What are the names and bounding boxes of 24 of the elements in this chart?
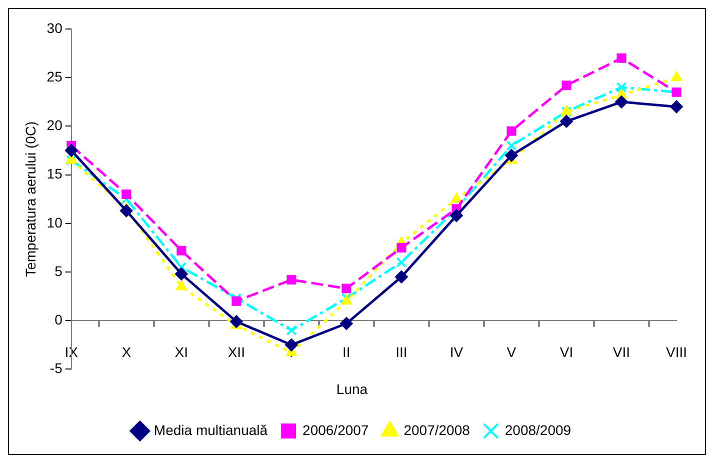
legend-label: 2008/2009 <box>504 422 572 438</box>
x-tick-label: IV <box>450 344 464 360</box>
y-tick-label: 25 <box>46 68 63 84</box>
x-tick-label: VI <box>560 344 574 360</box>
y-tick-label: 5 <box>54 262 63 279</box>
x-tick-label: VII <box>612 344 630 360</box>
x-tick-label: III <box>396 344 408 360</box>
x-tick-label: XI <box>174 344 188 360</box>
x-tick-label: XII <box>228 344 245 360</box>
y-tick-label: 30 <box>46 20 63 36</box>
legend-label: 2006/2007 <box>302 422 369 438</box>
legend-label: Media multianuală <box>154 422 268 438</box>
y-axis-title: Temperatura aerului (0C) <box>22 121 38 277</box>
y-tick-label: 0 <box>54 311 63 328</box>
y-tick-label: 20 <box>46 117 63 134</box>
y-tick-label: 15 <box>46 166 63 182</box>
x-axis-title: Luna <box>336 381 368 398</box>
x-tick-label: V <box>506 344 517 360</box>
x-tick-label: VIII <box>666 344 688 360</box>
legend-label: 2007/2008 <box>404 422 470 438</box>
y-tick-label: -5 <box>50 360 63 376</box>
x-tick-label: II <box>342 344 350 360</box>
x-tick-label: X <box>122 344 132 360</box>
y-tick-label: 10 <box>46 214 63 230</box>
